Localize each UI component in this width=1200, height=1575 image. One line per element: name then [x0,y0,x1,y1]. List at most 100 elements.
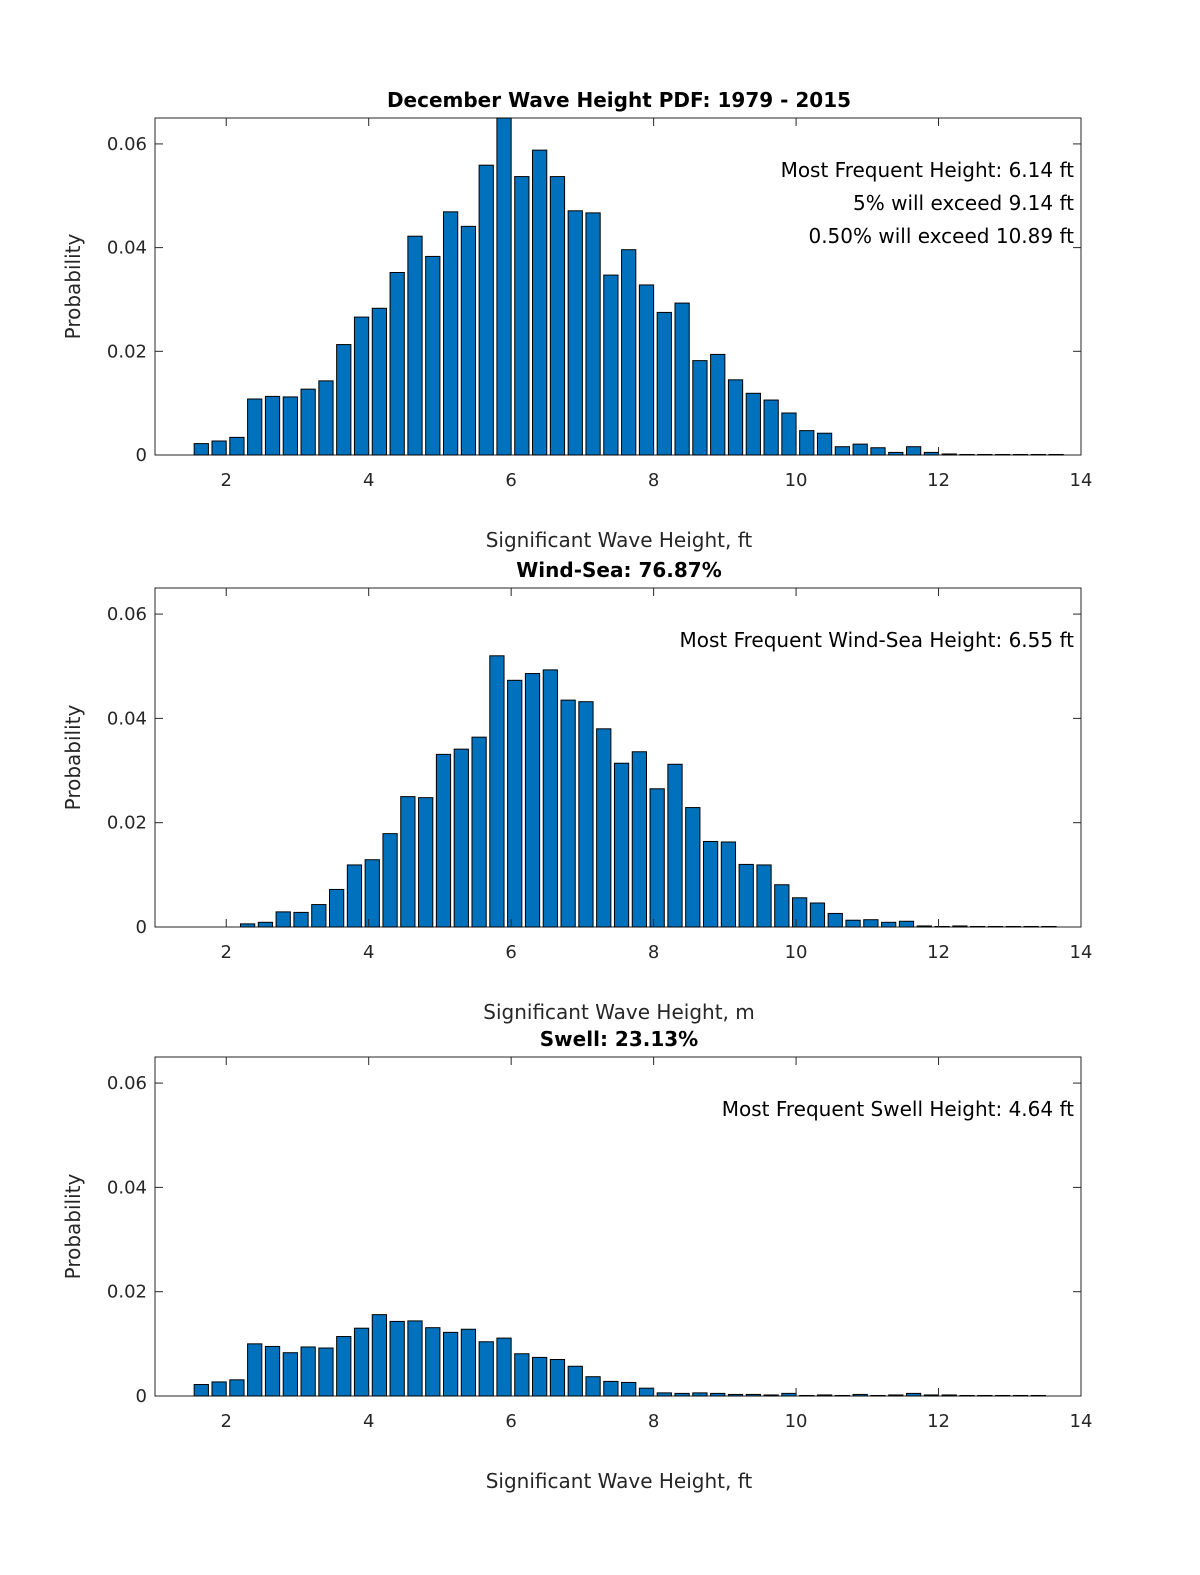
bar [631,751,647,928]
bar [827,912,843,928]
x-tick-label: 4 [363,1411,374,1432]
annotation: Most Frequent Swell Height: 4.64 ft [722,1097,1074,1121]
x-tick-label: 4 [363,470,374,491]
bar [898,920,915,928]
x-tick-label: 10 [785,1411,808,1432]
bar [371,1314,387,1397]
bar [193,443,209,456]
bar [382,833,398,928]
bar [667,763,683,928]
bar [400,796,416,928]
annotation: 0.50% will exceed 10.89 ft [808,224,1074,248]
bar [275,911,291,928]
bar [809,902,826,928]
bar [193,1384,209,1397]
bar [816,432,833,456]
bar [638,1387,655,1397]
bar [336,344,352,456]
bar [336,1336,352,1397]
bar [977,1394,993,1397]
y-tick-label: 0.06 [107,604,147,625]
bar [282,396,298,456]
bar [995,1394,1011,1397]
bar [1012,453,1029,456]
bar [300,1346,316,1397]
bar [478,1341,494,1397]
bar [834,1394,850,1397]
bar [311,904,327,928]
bar [621,249,637,456]
bar [727,379,744,456]
bar [888,1394,904,1397]
bar [229,436,245,456]
bar [881,921,897,928]
bar [496,1337,512,1397]
bar [745,392,761,456]
bar [781,412,797,456]
x-tick-label: 12 [927,942,950,963]
bar [970,925,986,928]
bar [916,925,932,928]
y-tick-label: 0 [136,445,147,466]
bar [799,430,815,456]
bar [585,1376,601,1397]
bar [247,398,263,456]
bar [264,1345,281,1397]
bar [389,272,405,456]
annotation: Most Frequent Wind-Sea Height: 6.55 ft [679,628,1074,652]
bar [567,210,583,456]
bar [496,117,512,456]
bar [247,1343,263,1397]
bar [656,311,672,456]
bar [560,699,576,928]
bar [649,788,665,928]
bar [792,897,808,928]
axes-box [154,1056,1082,1397]
bar [318,380,334,456]
x-tick-label: 14 [1070,942,1093,963]
bar [702,840,719,928]
bar [364,859,380,928]
bar [407,1320,423,1397]
x-tick-label: 4 [363,942,374,963]
bar [532,149,548,456]
bar [870,1394,886,1397]
annotation: 5% will exceed 9.14 ft [853,191,1074,215]
bar [567,1365,583,1397]
x-tick-label: 8 [648,1411,659,1432]
bar [845,919,861,928]
x-tick-label: 6 [505,942,516,963]
bar [692,360,708,456]
bar [934,925,950,928]
x-tick-label: 2 [221,470,232,491]
bar [282,1352,298,1397]
y-tick-label: 0.04 [107,238,147,259]
bar [1023,925,1039,928]
bar [407,235,423,456]
y-tick-label: 0.02 [107,341,147,362]
bar [870,447,886,456]
y-tick-label: 0 [136,1386,147,1407]
x-tick-label: 10 [785,942,808,963]
x-tick-label: 12 [927,1411,950,1432]
bar [442,1331,459,1397]
x-axis-label: Significant Wave Height, m [483,1000,754,1024]
bar [834,446,850,456]
chart-title: December Wave Height PDF: 1979 - 2015 [387,88,851,112]
bar [995,453,1011,456]
bar [578,701,594,928]
bar [514,1353,530,1397]
bar [549,1358,566,1397]
x-tick-label: 2 [221,1411,232,1432]
bar [239,923,256,928]
bar [738,863,754,928]
bar [720,841,737,928]
bar [674,302,690,456]
bar [763,399,779,456]
bar [863,919,879,928]
bar [425,255,441,456]
bar [229,1379,245,1397]
bar [852,1393,868,1397]
x-tick-label: 8 [648,942,659,963]
x-tick-label: 14 [1070,470,1093,491]
